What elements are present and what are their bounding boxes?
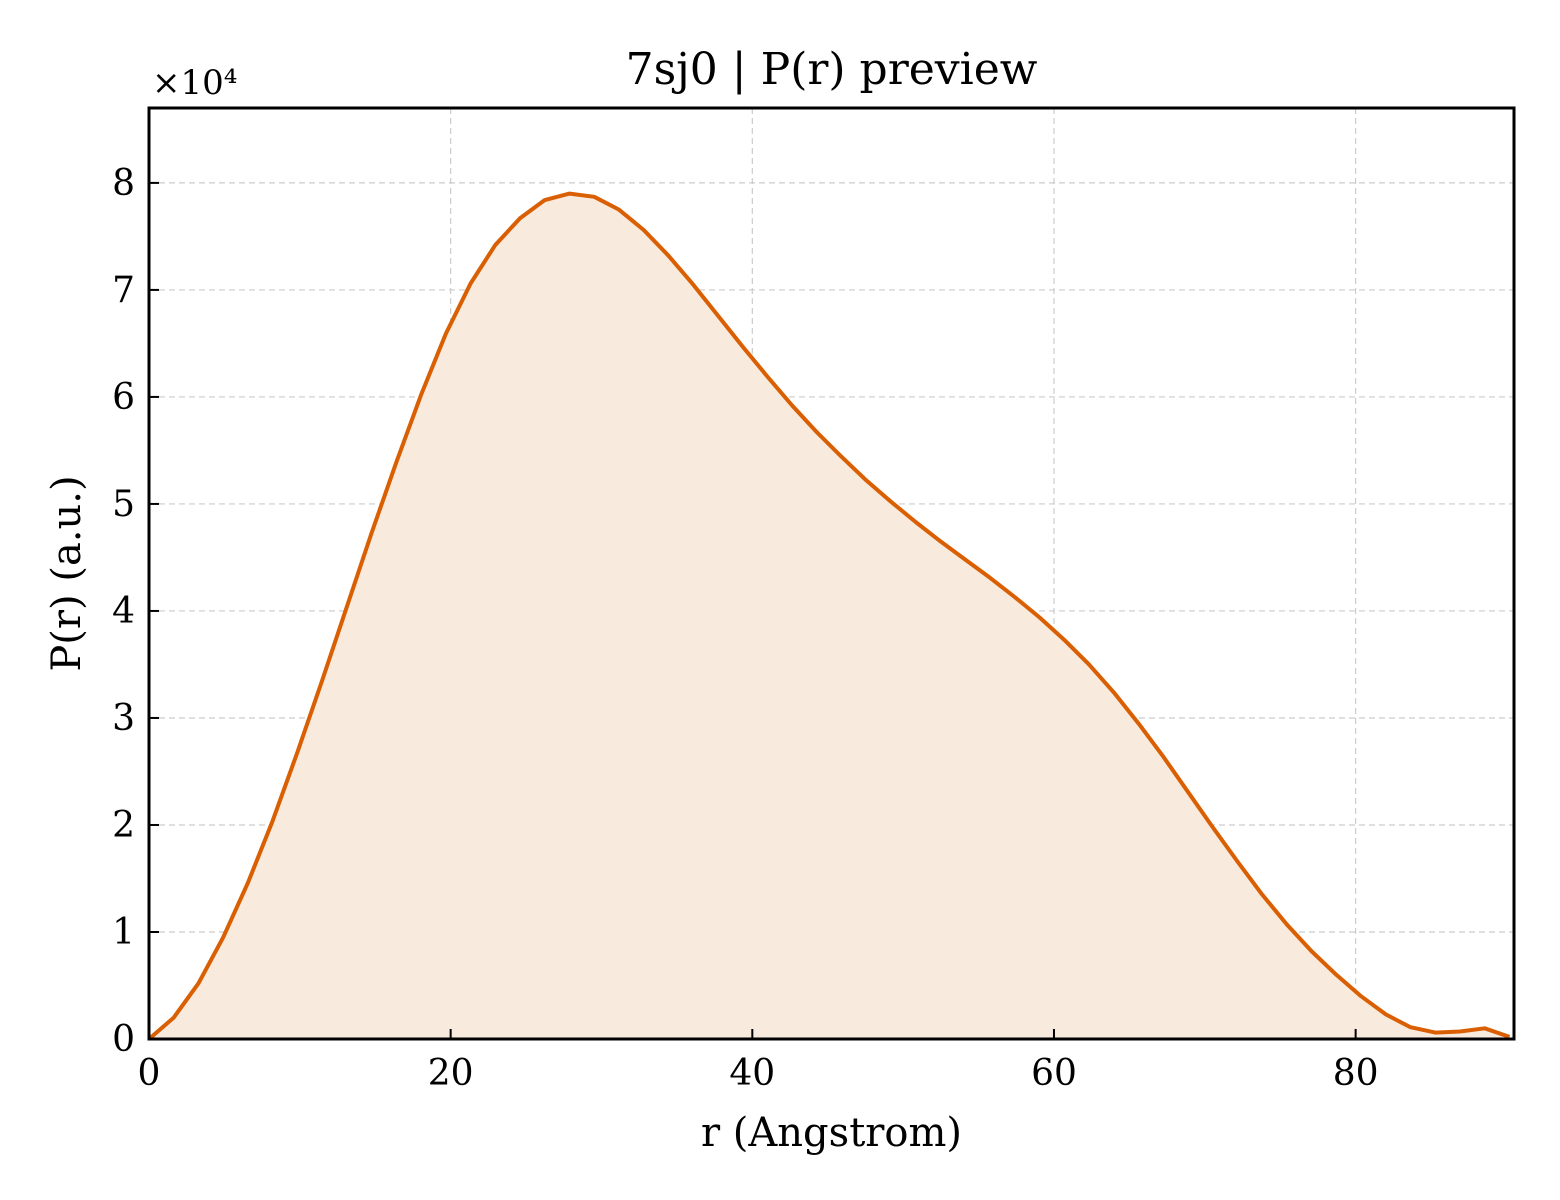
area-fill (149, 193, 1510, 1040)
plot-frame (147, 106, 1516, 1041)
x-axis-label: r (Angstrom) (701, 1110, 962, 1156)
x-tick-label: 0 (138, 1053, 161, 1094)
y-tick-label: 4 (112, 591, 135, 632)
x-tick-label: 40 (729, 1053, 775, 1094)
x-tick-label: 80 (1333, 1053, 1379, 1094)
y-tick-label: 8 (112, 163, 135, 204)
y-tick-label: 2 (112, 805, 135, 846)
y-tick-label: 3 (112, 698, 135, 739)
axis-ticks: 0 20 40 60 80 0 1 2 3 4 5 6 7 8 (112, 163, 1378, 1094)
y-multiplier-label: ×10⁴ (152, 63, 237, 103)
x-tick-label: 20 (428, 1053, 474, 1094)
y-tick-label: 7 (112, 270, 135, 311)
y-tick-label: 5 (112, 484, 135, 525)
series-line (147, 191, 1511, 1041)
y-tick-label: 1 (112, 912, 135, 953)
x-tick-label: 60 (1031, 1053, 1077, 1094)
chart-title: 7sj0 | P(r) preview (626, 44, 1038, 95)
y-axis-label: P(r) (a.u.) (44, 475, 90, 671)
y-tick-label: 0 (112, 1019, 135, 1060)
y-tick-label: 6 (112, 377, 135, 418)
